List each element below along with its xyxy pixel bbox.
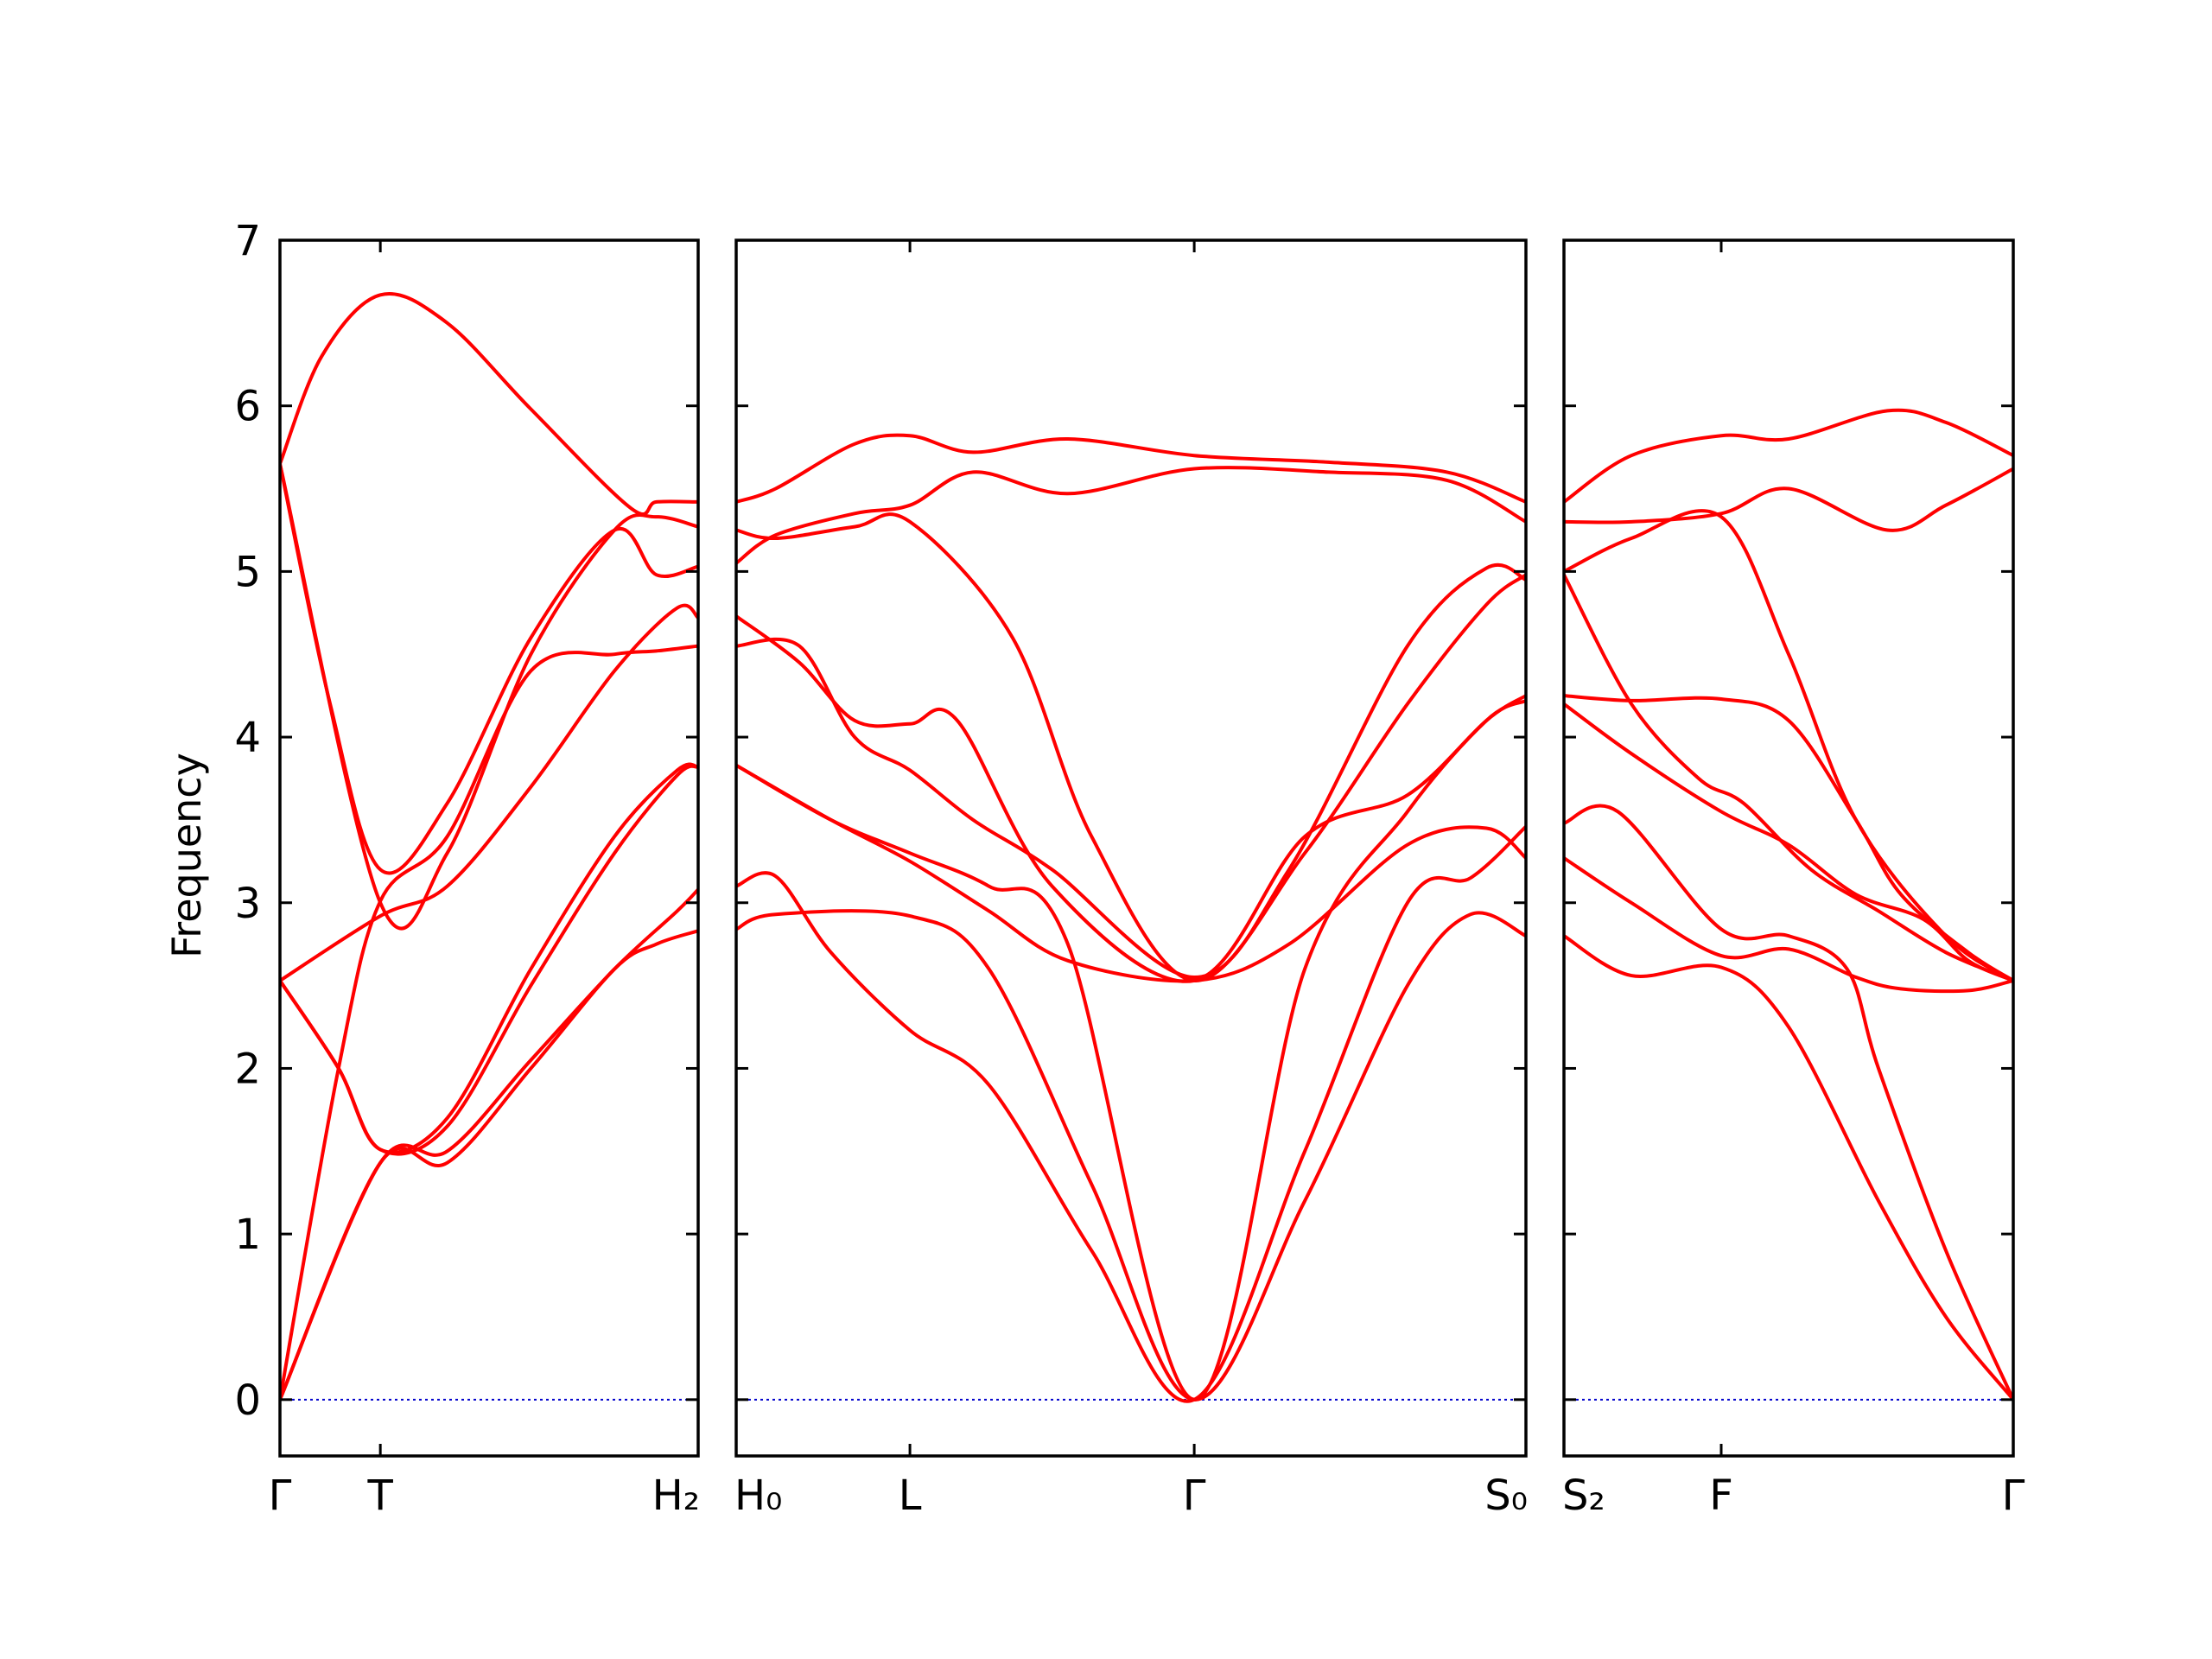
band-line-6	[280, 644, 698, 1402]
panel-2: H₀ L Γ S₀	[734, 238, 1528, 1520]
y-tick-label: 6	[234, 383, 261, 431]
x-tick-label: H₀	[734, 1471, 782, 1520]
y-axis-label: Frequency	[163, 753, 210, 958]
y-tick-label: 7	[234, 217, 261, 265]
y-tick-label: 4	[234, 714, 261, 762]
band-group	[736, 433, 1526, 1403]
band-line-1	[280, 929, 698, 1402]
band-line-8	[736, 466, 1526, 565]
x-tick-label: F	[1709, 1471, 1733, 1520]
band-line-5	[280, 603, 698, 982]
x-tick-label: S₂	[1562, 1471, 1605, 1520]
panel-3: S₂ F Γ	[1562, 238, 2025, 1520]
panel-1: 0 1 2 3 4 5 6 7 Γ T H₂	[234, 217, 700, 1520]
y-tick-label: 0	[234, 1376, 261, 1425]
band-line-8	[280, 461, 698, 875]
y-tick-label: 1	[234, 1211, 261, 1259]
band-group	[280, 292, 698, 1402]
band-group	[1564, 408, 2013, 1402]
band-line-7	[280, 461, 698, 931]
band-line-6	[736, 563, 1526, 979]
band-line-7	[1564, 509, 2013, 982]
band-line-9	[736, 433, 1526, 504]
y-tick-label: 3	[234, 880, 261, 928]
band-line-8	[1564, 467, 2013, 532]
x-tick-label: Γ	[1183, 1471, 1206, 1520]
panel-frame	[1562, 238, 2015, 1458]
band-line-1	[736, 909, 1526, 1402]
band-line-2	[1564, 856, 2013, 994]
band-line-1	[1564, 934, 2013, 1402]
band-line-2	[736, 824, 1526, 1403]
x-tick-label: S₀	[1484, 1471, 1528, 1520]
x-tick-label: H₂	[652, 1471, 700, 1520]
plot-area: 0 1 2 3 4 5 6 7 Γ T H₂ H₀ L Γ S₀ S₂ F Γ	[234, 217, 2024, 1520]
x-tick-label: L	[899, 1471, 922, 1520]
band-line-2	[280, 887, 698, 1402]
band-line-6	[1564, 573, 2013, 982]
y-tick-label: 2	[234, 1045, 261, 1093]
panel-frame	[278, 238, 700, 1458]
x-tick-label: Γ	[269, 1471, 292, 1520]
band-line-3	[1564, 804, 2013, 1402]
band-line-9	[1564, 408, 2013, 504]
panel-frame	[734, 238, 1528, 1458]
band-line-5	[736, 614, 1526, 983]
x-tick-label: Γ	[2002, 1471, 2025, 1520]
x-tick-label: T	[366, 1471, 393, 1520]
band-line-4	[1564, 702, 2013, 982]
band-line-3	[736, 763, 1526, 983]
band-line-4	[280, 764, 698, 1156]
band-line-7	[736, 512, 1526, 982]
band-line-4	[736, 698, 1526, 1402]
y-tick-label: 5	[234, 548, 261, 596]
band-line-9	[280, 292, 698, 516]
